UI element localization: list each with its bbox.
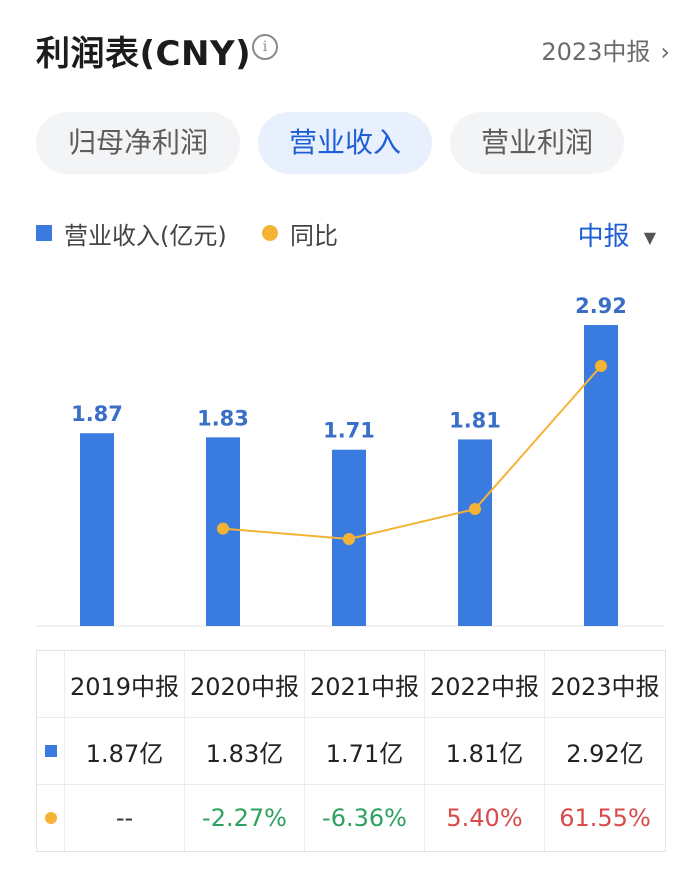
bar-value-label: 1.83 [197, 406, 249, 430]
caret-down-icon: ▼ [643, 228, 656, 247]
table-header-cell: 2023中报 [550, 672, 660, 701]
legend-line-label: 同比 [290, 222, 338, 250]
table-row-yoy: -- -2.27% -6.36% 5.40% 61.55% [37, 785, 665, 851]
row-marker-cell [37, 785, 65, 851]
bar [80, 433, 114, 626]
bar-value-label: 1.81 [449, 408, 501, 432]
table-cell: -6.36% [305, 785, 425, 851]
bar-value-label: 1.71 [323, 419, 375, 443]
period-link[interactable]: 2023中报 › [541, 32, 670, 67]
bar [584, 325, 618, 626]
period-select-label: 中报 [577, 222, 630, 252]
revenue-chart: 1.87 1.83 1.71 1.81 2.92 [36, 294, 664, 627]
period-select[interactable]: 中报 ▼ [578, 216, 656, 253]
tab-net-profit[interactable]: 归母净利润 [36, 112, 240, 174]
yoy-point [217, 522, 229, 535]
yoy-point [343, 533, 355, 545]
table-cell: 1.81亿 [425, 718, 545, 784]
yoy-line [222, 365, 602, 541]
chart-legend: 营业收入(亿元) 同比 中报 ▼ [36, 216, 656, 252]
legend-line-swatch [262, 225, 278, 241]
chevron-right-icon: › [660, 38, 670, 66]
tab-operating-profit[interactable]: 营业利润 [450, 112, 624, 174]
legend-bar-swatch [36, 225, 52, 241]
table-cell: -2.27% [185, 785, 305, 851]
yoy-point [595, 360, 607, 372]
table-header-row: 2019中报 2020中报 2021中报 2022中报 2023中报 [37, 651, 665, 718]
table-cell: 2.92亿 [566, 739, 644, 768]
bar [458, 439, 492, 626]
data-table: 2019中报 2020中报 2021中报 2022中报 2023中报 1.87亿… [36, 650, 666, 852]
table-cell: 5.40% [425, 785, 545, 851]
legend-bar-label: 营业收入(亿元) [64, 222, 227, 250]
row-marker-cell [37, 718, 65, 784]
line-series-marker [44, 812, 57, 824]
yoy-point [469, 503, 481, 516]
table-header-cell: 2021中报 [305, 651, 425, 717]
bar-series-marker [44, 745, 57, 757]
period-link-label: 2023中报 [541, 38, 651, 66]
bar-value-label: 2.92 [575, 294, 627, 318]
bar-value-label: 1.87 [71, 402, 123, 426]
table-cell: 1.87亿 [65, 718, 185, 784]
table-header-cell: 2020中报 [185, 651, 305, 717]
table-corner [37, 651, 65, 717]
header: 利润表(CNY) i 2023中报 › [36, 22, 670, 74]
tab-revenue[interactable]: 营业收入 [258, 112, 432, 174]
table-header-cell: 2019中报 [65, 651, 185, 717]
table-cell: -- [65, 785, 185, 851]
info-icon[interactable]: i [252, 34, 278, 60]
table-cell: 61.55% [559, 804, 651, 832]
table-cell: 1.71亿 [305, 718, 425, 784]
table-row-revenue: 1.87亿 1.83亿 1.71亿 1.81亿 2.92亿 [37, 718, 665, 785]
table-header-cell: 2022中报 [425, 651, 545, 717]
table-cell: 1.83亿 [185, 718, 305, 784]
page-title: 利润表(CNY) [36, 34, 252, 74]
